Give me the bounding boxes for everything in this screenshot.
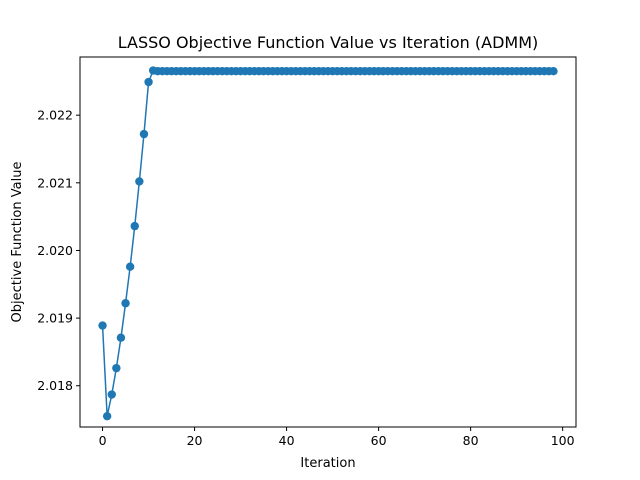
y-tick-label: 2.022 [37, 108, 73, 123]
y-axis: 2.018 2.019 2.020 2.021 2.022 [37, 108, 80, 393]
data-point [121, 299, 130, 308]
x-axis: 0 20 40 60 80 100 [99, 427, 575, 448]
chart-title: LASSO Objective Function Value vs Iterat… [118, 33, 539, 52]
data-point [107, 390, 116, 399]
x-axis-label: Iteration [300, 456, 355, 471]
data-point [98, 321, 107, 330]
x-tick-label: 40 [279, 433, 295, 448]
x-tick-label: 80 [463, 433, 479, 448]
plot-frame [79, 56, 577, 428]
data-point [125, 262, 135, 271]
data-point [144, 77, 153, 87]
series-line [101, 69, 554, 417]
x-tick-label: 20 [187, 433, 203, 448]
data-point [102, 411, 112, 421]
y-tick-label: 2.018 [37, 378, 73, 393]
y-tick-label: 2.019 [37, 311, 73, 326]
x-tick-label: 60 [371, 433, 387, 448]
data-point [549, 67, 558, 76]
y-tick-label: 2.021 [37, 175, 73, 190]
y-tick-label: 2.020 [37, 243, 73, 258]
data-point [130, 221, 139, 231]
data-point [135, 177, 144, 186]
data-point [116, 333, 126, 342]
data-point [139, 129, 149, 139]
data-point [112, 363, 121, 373]
x-tick-label: 0 [99, 433, 107, 448]
x-tick-label: 100 [551, 433, 575, 448]
y-axis-label: Objective Function Value [10, 162, 25, 323]
plot-area [98, 66, 558, 421]
